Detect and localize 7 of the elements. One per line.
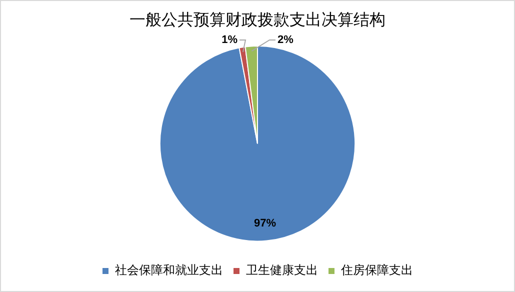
legend-label: 社会保障和就业支出	[115, 263, 223, 278]
legend-label: 住房保障支出	[340, 263, 413, 278]
legend-label: 卫生健康支出	[246, 263, 318, 278]
data-label: 1%	[222, 34, 238, 46]
chart-title: 一般公共预算财政拨款支出决算结构	[130, 10, 386, 29]
data-label: 97%	[254, 217, 276, 230]
data-label: 2%	[278, 34, 294, 46]
